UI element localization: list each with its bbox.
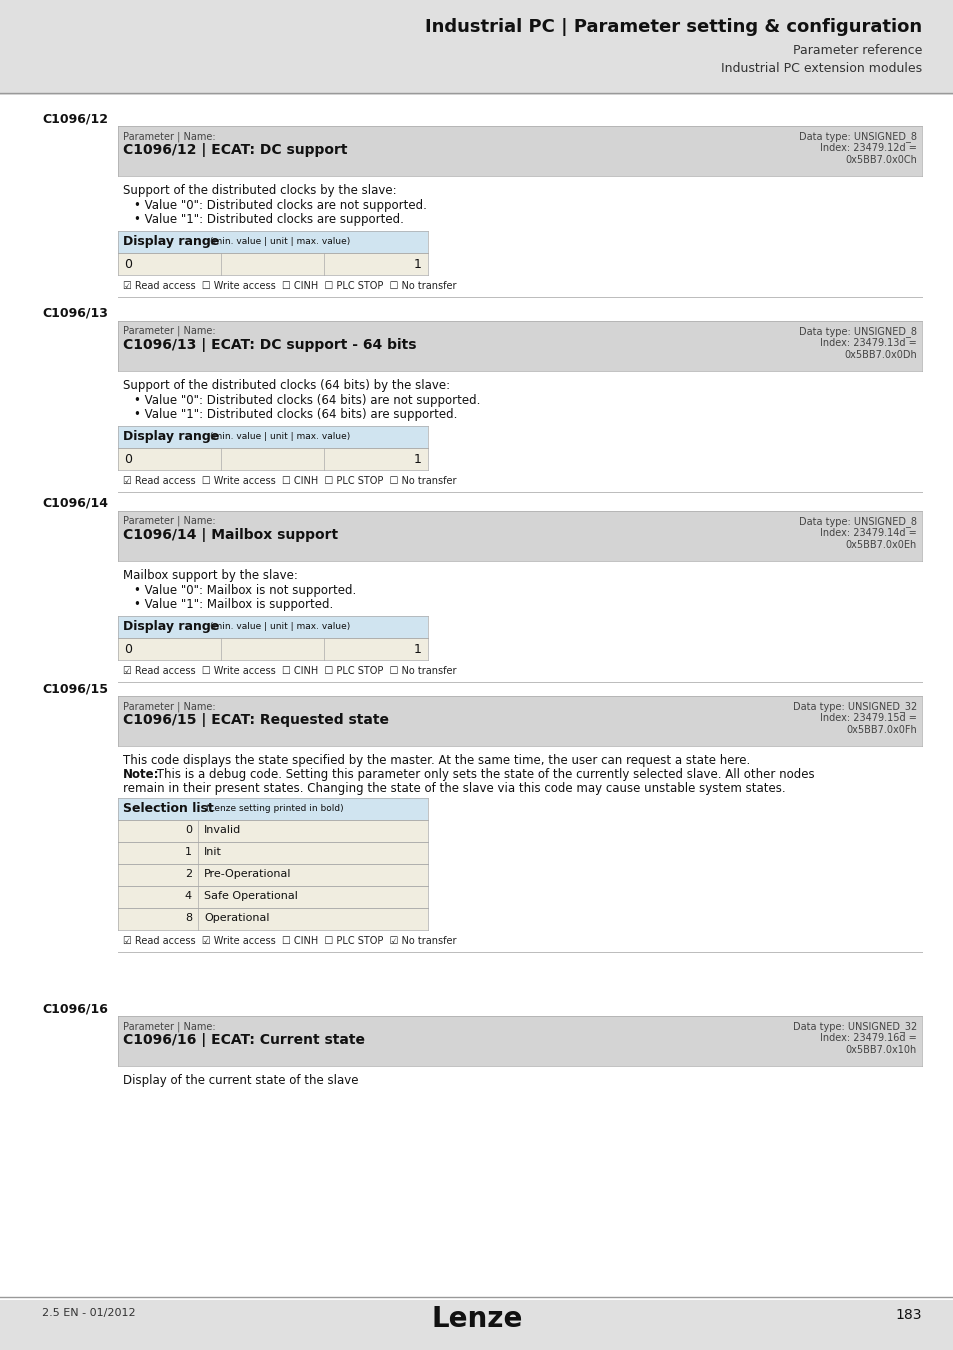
Text: • Value "0": Mailbox is not supported.: • Value "0": Mailbox is not supported. [133,585,355,597]
Text: C1096/14: C1096/14 [42,497,108,510]
Bar [118,252,428,275]
Bar [118,798,428,819]
Text: Data type: UNSIGNED_8: Data type: UNSIGNED_8 [799,516,916,526]
Text: Selection list: Selection list [123,802,213,815]
Text: remain in their present states. Changing the state of the slave via this code ma: remain in their present states. Changing… [123,782,785,795]
Text: Index: 23479.12d =: Index: 23479.12d = [820,143,916,153]
Text: Data type: UNSIGNED_32: Data type: UNSIGNED_32 [792,1021,916,1031]
Text: C1096/14 | Mailbox support: C1096/14 | Mailbox support [123,528,337,541]
Text: Index: 23479.13d =: Index: 23479.13d = [820,338,916,348]
Text: C1096/12 | ECAT: DC support: C1096/12 | ECAT: DC support [123,143,347,157]
Text: Display range: Display range [123,235,219,248]
Text: • Value "0": Distributed clocks (64 bits) are not supported.: • Value "0": Distributed clocks (64 bits… [133,394,480,406]
Text: Note:: Note: [123,768,159,782]
Text: Lenze: Lenze [431,1305,522,1332]
Text: Data type: UNSIGNED_8: Data type: UNSIGNED_8 [799,325,916,338]
Bar [118,616,428,639]
Text: 0x5BB7.0x0Dh: 0x5BB7.0x0Dh [843,350,916,360]
Bar [118,427,428,448]
Text: ☑ Read access  ☐ Write access  ☐ CINH  ☐ PLC STOP  ☐ No transfer: ☑ Read access ☐ Write access ☐ CINH ☐ PL… [123,281,456,292]
Text: Safe Operational: Safe Operational [204,891,297,900]
Text: • Value "1": Mailbox is supported.: • Value "1": Mailbox is supported. [133,598,333,612]
Text: C1096/16 | ECAT: Current state: C1096/16 | ECAT: Current state [123,1033,365,1048]
Text: Parameter | Name:: Parameter | Name: [123,1021,215,1031]
Text: 0: 0 [124,454,132,466]
Text: 2: 2 [185,869,192,879]
Text: 1: 1 [185,846,192,857]
Bar [118,448,428,470]
Text: Support of the distributed clocks (64 bits) by the slave:: Support of the distributed clocks (64 bi… [123,379,450,391]
Text: (min. value | unit | max. value): (min. value | unit | max. value) [210,622,350,630]
Text: 0x5BB7.0x0Fh: 0x5BB7.0x0Fh [845,725,916,734]
Bar [0,95,953,1300]
Bar [0,0,953,95]
Text: C1096/15 | ECAT: Requested state: C1096/15 | ECAT: Requested state [123,713,389,728]
Text: Parameter | Name:: Parameter | Name: [123,701,215,711]
Text: Support of the distributed clocks by the slave:: Support of the distributed clocks by the… [123,184,396,197]
Text: 4: 4 [185,891,192,900]
Text: ☑ Read access  ☐ Write access  ☐ CINH  ☐ PLC STOP  ☐ No transfer: ☑ Read access ☐ Write access ☐ CINH ☐ PL… [123,477,456,486]
Text: C1096/16: C1096/16 [42,1002,108,1015]
Text: C1096/12: C1096/12 [42,112,108,126]
Bar [118,126,921,176]
Text: • Value "1": Distributed clocks (64 bits) are supported.: • Value "1": Distributed clocks (64 bits… [133,408,456,421]
Bar [118,842,428,864]
Text: Init: Init [204,846,222,857]
Text: 2.5 EN - 01/2012: 2.5 EN - 01/2012 [42,1308,135,1318]
Bar [118,864,428,886]
Bar [118,819,428,842]
Text: 0x5BB7.0x0Ch: 0x5BB7.0x0Ch [844,155,916,165]
Text: 183: 183 [895,1308,921,1322]
Bar [118,1017,921,1066]
Text: 8: 8 [185,913,192,923]
Text: Parameter reference: Parameter reference [792,45,921,57]
Bar [118,909,428,930]
Text: Display range: Display range [123,431,219,443]
Text: 0: 0 [185,825,192,836]
Text: C1096/15: C1096/15 [42,682,108,695]
Text: Parameter | Name:: Parameter | Name: [123,131,215,142]
Text: Pre-Operational: Pre-Operational [204,869,292,879]
Bar [118,639,428,660]
Text: Display range: Display range [123,620,219,633]
Text: ☑ Read access  ☐ Write access  ☐ CINH  ☐ PLC STOP  ☐ No transfer: ☑ Read access ☐ Write access ☐ CINH ☐ PL… [123,666,456,676]
Text: Operational: Operational [204,913,269,923]
Text: Data type: UNSIGNED_8: Data type: UNSIGNED_8 [799,131,916,142]
Text: ☑ Read access  ☑ Write access  ☐ CINH  ☐ PLC STOP  ☑ No transfer: ☑ Read access ☑ Write access ☐ CINH ☐ PL… [123,936,456,946]
Text: Industrial PC extension modules: Industrial PC extension modules [720,62,921,76]
Text: (Lenze setting printed in bold): (Lenze setting printed in bold) [206,805,343,813]
Text: This code displays the state specified by the master. At the same time, the user: This code displays the state specified b… [123,755,749,767]
Text: 0x5BB7.0x10h: 0x5BB7.0x10h [845,1045,916,1054]
Text: Mailbox support by the slave:: Mailbox support by the slave: [123,568,297,582]
Text: Data type: UNSIGNED_32: Data type: UNSIGNED_32 [792,701,916,711]
Text: Parameter | Name:: Parameter | Name: [123,325,215,336]
Text: 1: 1 [414,643,421,656]
Text: 0: 0 [124,643,132,656]
Bar [118,886,428,909]
Text: Index: 23479.15d =: Index: 23479.15d = [820,713,916,724]
Text: 0: 0 [124,258,132,271]
Text: • Value "1": Distributed clocks are supported.: • Value "1": Distributed clocks are supp… [133,213,403,225]
Text: • Value "0": Distributed clocks are not supported.: • Value "0": Distributed clocks are not … [133,198,426,212]
Text: (min. value | unit | max. value): (min. value | unit | max. value) [210,432,350,441]
Text: 0x5BB7.0x0Eh: 0x5BB7.0x0Eh [845,540,916,549]
Text: Index: 23479.14d =: Index: 23479.14d = [820,528,916,539]
Text: Invalid: Invalid [204,825,241,836]
Text: Display of the current state of the slave: Display of the current state of the slav… [123,1075,358,1087]
Text: This is a debug code. Setting this parameter only sets the state of the currentl: This is a debug code. Setting this param… [152,768,814,782]
Text: 1: 1 [414,258,421,271]
Bar [118,321,921,371]
Bar [118,697,921,747]
Text: C1096/13 | ECAT: DC support - 64 bits: C1096/13 | ECAT: DC support - 64 bits [123,338,416,352]
Text: 1: 1 [414,454,421,466]
Text: Industrial PC | Parameter setting & configuration: Industrial PC | Parameter setting & conf… [424,18,921,36]
Text: (min. value | unit | max. value): (min. value | unit | max. value) [210,238,350,246]
Text: C1096/13: C1096/13 [42,306,108,320]
Text: Index: 23479.16d =: Index: 23479.16d = [820,1033,916,1044]
Bar [0,1300,953,1350]
Bar [118,512,921,562]
Bar [118,231,428,252]
Text: Parameter | Name:: Parameter | Name: [123,516,215,526]
